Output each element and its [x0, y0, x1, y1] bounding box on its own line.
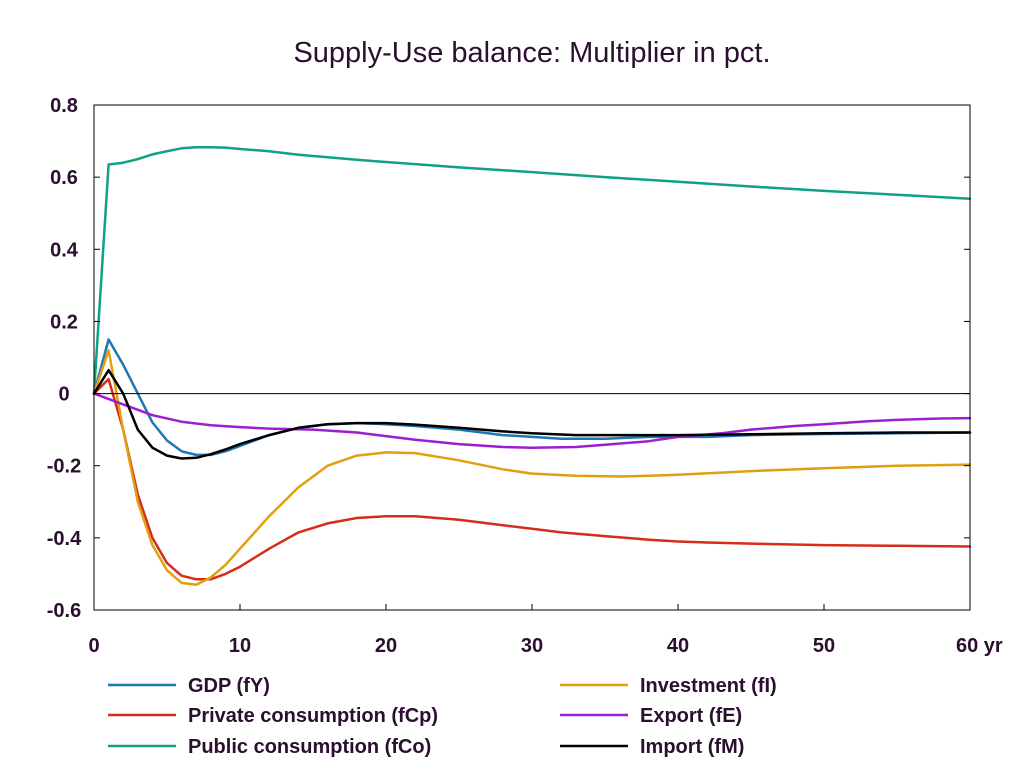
- x-tick-label: 40: [667, 635, 689, 657]
- series-line-gdp-fy: [92, 338, 972, 457]
- series-line-investment-fi: [92, 349, 972, 587]
- series-line-import-fm: [92, 368, 972, 460]
- x-tick-label: 60 yr: [956, 635, 1003, 657]
- y-tick-label: 0.4: [50, 239, 79, 261]
- y-tick-label: -0.6: [47, 600, 81, 622]
- chart-title: Supply-Use balance: Multiplier in pct.: [293, 37, 770, 69]
- series-line-private-consumption-fcp: [92, 377, 972, 581]
- legend-label: Import (fM): [640, 736, 744, 758]
- x-tick-label: 20: [375, 635, 397, 657]
- legend-label: GDP (fY): [188, 675, 270, 697]
- plot-frame: [93, 104, 971, 611]
- x-tick-label: 30: [521, 635, 543, 657]
- legend: GDP (fY) Private consumption (fCp) Public …: [108, 675, 777, 758]
- legend-label: Private consumption (fCp): [188, 705, 438, 727]
- axes: -0.6 -0.4 -0.2 0 0.2 0.4 0.6 0.8 0 10 20 30 40 50 60 y…: [47, 95, 1003, 657]
- series-line-public-consumption-fco: [92, 145, 972, 395]
- y-tick-label: 0.6: [50, 167, 78, 189]
- y-tick-label: 0.2: [50, 311, 78, 333]
- x-tick-label: 0: [88, 635, 99, 657]
- series-line-export-fe: [92, 392, 972, 449]
- plot-area: [92, 145, 972, 587]
- legend-label: Investment (fI): [640, 675, 777, 697]
- y-tick-label: 0.8: [50, 95, 78, 117]
- y-tick-label: -0.2: [47, 456, 81, 478]
- y-tick-label: -0.4: [47, 528, 82, 550]
- x-tick-label: 50: [813, 635, 835, 657]
- legend-label: Export (fE): [640, 705, 742, 727]
- y-tick-label: 0: [58, 384, 69, 406]
- x-tick-label: 10: [229, 635, 251, 657]
- legend-label: Public consumption (fCo): [188, 736, 431, 758]
